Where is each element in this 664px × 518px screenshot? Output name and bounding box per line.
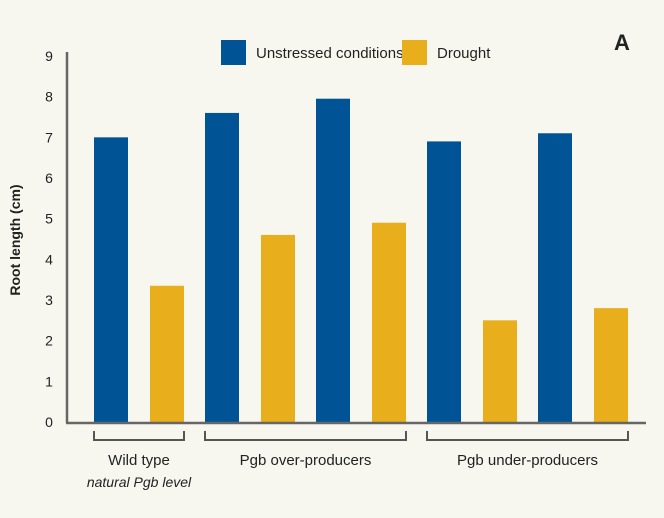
bar-drought <box>483 320 517 422</box>
bar-drought <box>261 234 295 422</box>
legend-label-unstressed: Unstressed conditions <box>256 45 404 62</box>
group-label: Pgb over-producers <box>240 452 372 469</box>
legend-label-drought: Drought <box>437 45 491 62</box>
bar-unstressed <box>316 98 350 422</box>
y-tick-label: 5 <box>45 211 53 227</box>
group-bracket <box>204 431 407 441</box>
y-tick-label: 0 <box>45 414 53 430</box>
panel-label: A <box>614 30 630 55</box>
y-tick-label: 7 <box>45 129 53 145</box>
bar-drought <box>150 285 184 422</box>
y-tick-label: 1 <box>45 373 53 389</box>
group-sublabel: natural Pgb level <box>87 474 192 490</box>
y-tick-label: 8 <box>45 89 53 105</box>
y-tick-label: 4 <box>45 251 53 267</box>
bar-drought <box>372 222 406 422</box>
bar-unstressed <box>538 133 572 422</box>
bars-layer <box>94 98 628 423</box>
group-label: Pgb under-producers <box>457 452 598 469</box>
y-tick-label: 9 <box>45 48 53 64</box>
legend-swatch-drought <box>402 40 427 65</box>
group-bracket <box>93 431 185 441</box>
legend: Unstressed conditions Drought <box>221 40 491 65</box>
bar-drought <box>594 308 628 422</box>
y-tick-label: 3 <box>45 292 53 308</box>
bar-unstressed <box>205 112 239 422</box>
group-bracket <box>426 431 629 441</box>
bar-unstressed <box>94 137 128 423</box>
y-tick-label: 2 <box>45 333 53 349</box>
y-axis-ticks: 0 1 2 3 4 5 6 7 8 9 <box>45 48 53 430</box>
y-tick-label: 6 <box>45 170 53 186</box>
group-label: Wild type <box>108 452 170 469</box>
y-axis-label: Root length (cm) <box>7 184 23 295</box>
legend-swatch-unstressed <box>221 40 246 65</box>
bar-unstressed <box>427 141 461 422</box>
x-group-labels: Wild type natural Pgb level Pgb over-produ… <box>87 431 629 490</box>
